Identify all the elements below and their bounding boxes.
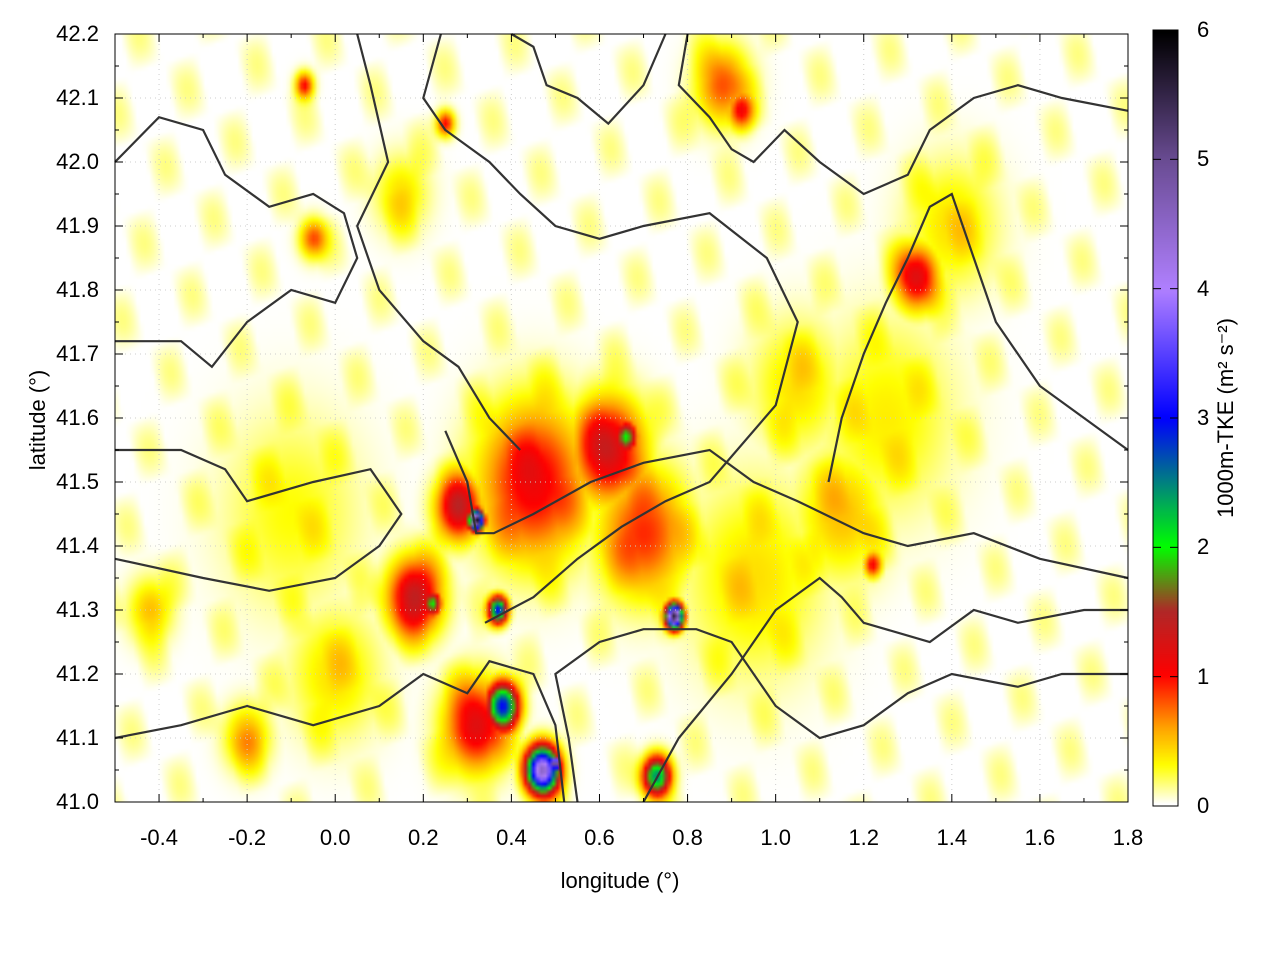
x-tick-label: -0.2: [228, 825, 267, 850]
x-tick-label: -0.4: [140, 825, 178, 850]
y-tick-label: 41.9: [56, 213, 99, 238]
y-tick-label: 41.4: [56, 533, 99, 558]
contour-line: [422, 33, 799, 624]
contour-line: [444, 430, 1129, 580]
tke-heatmap: [115, 34, 1128, 802]
x-tick-label: 1.8: [1112, 825, 1144, 850]
x-tick-label: 1.4: [936, 825, 968, 850]
x-tick-label: 0.6: [584, 825, 615, 850]
y-tick-label: 41.1: [56, 725, 99, 750]
y-tick-label: 41.5: [56, 469, 99, 494]
contour-line: [356, 33, 521, 451]
contour-line: [114, 659, 566, 803]
x-tick-label: 1.0: [760, 825, 791, 850]
contour-line: [677, 33, 1129, 196]
colorbar-tick-label: 1: [1197, 663, 1210, 689]
y-tick-label: 41.2: [56, 661, 99, 686]
plot-frame: [114, 33, 1129, 803]
colorbar-tick-label: 0: [1197, 793, 1210, 818]
y-tick-label: 41.0: [56, 789, 99, 814]
y-tick-label: 41.7: [56, 341, 99, 366]
x-tick-label: 0.2: [408, 825, 439, 850]
x-tick-label: 0.8: [672, 825, 703, 850]
contour-line: [114, 115, 359, 369]
y-tick-label: 41.6: [56, 405, 99, 430]
x-axis-label: longitude (°): [560, 868, 680, 893]
contour-line: [114, 448, 403, 592]
colorbar-tick-label: 3: [1197, 405, 1210, 430]
y-tick-label: 42.2: [56, 21, 99, 46]
y-axis-label: latitude (°): [25, 369, 50, 471]
x-tick-label: 1.2: [848, 825, 880, 850]
colorbar-tick-label: 2: [1197, 534, 1210, 560]
y-tick-label: 41.3: [56, 597, 99, 622]
y-tick-label: 41.8: [56, 277, 99, 302]
y-tick-label: 42.1: [56, 85, 99, 110]
colorbar-tick-label: 5: [1197, 146, 1210, 172]
grid: [115, 33, 1129, 803]
contour-line: [554, 628, 1128, 803]
y-tick-label: 42.0: [56, 149, 99, 174]
colorbar-tick-label: 4: [1197, 275, 1210, 301]
x-tick-label: 1.6: [1024, 825, 1056, 850]
contour-line: [642, 576, 1128, 803]
axis-ticks: [114, 29, 1178, 807]
contour-line: [510, 33, 667, 126]
x-tick-label: 0.0: [319, 825, 351, 850]
x-tick-label: 0.4: [496, 825, 527, 850]
contour-line: [827, 192, 1129, 483]
contour-lines: [114, 33, 1129, 803]
colorbar-tick-label: 6: [1197, 17, 1210, 42]
colorbar-label: 1000m-TKE (m² s⁻²): [1213, 318, 1238, 518]
